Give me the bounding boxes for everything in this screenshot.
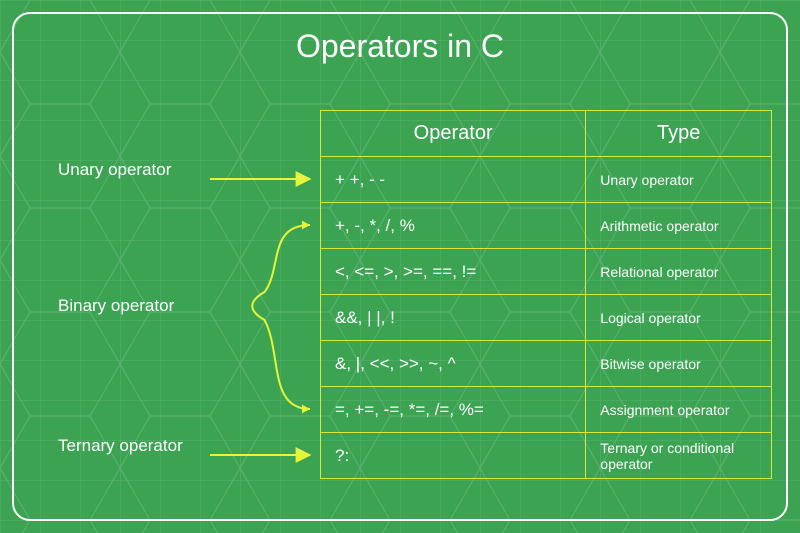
cell-type: Relational operator [586,249,772,295]
operators-table: Operator Type + +, - -Unary operator+, -… [320,110,772,479]
table-row: +, -, *, /, %Arithmetic operator [321,203,772,249]
page-title: Operators in C [0,28,800,65]
cell-type: Ternary or conditional operator [586,433,772,479]
cell-operator: &, |, <<, >>, ~, ^ [321,341,586,387]
header-operator: Operator [321,111,586,157]
cell-operator: &&, | |, ! [321,295,586,341]
cell-type: Arithmetic operator [586,203,772,249]
label-unary: Unary operator [58,160,171,180]
table-header-row: Operator Type [321,111,772,157]
cell-operator: + +, - - [321,157,586,203]
diagram-canvas: Operators in C Operator Type + +, - -Una… [0,0,800,533]
label-binary: Binary operator [58,296,174,316]
table-row: + +, - -Unary operator [321,157,772,203]
cell-operator: =, +=, -=, *=, /=, %= [321,387,586,433]
header-type: Type [586,111,772,157]
table-row: <, <=, >, >=, ==, !=Relational operator [321,249,772,295]
cell-operator: +, -, *, /, % [321,203,586,249]
table-row: =, +=, -=, *=, /=, %=Assignment operator [321,387,772,433]
cell-operator: ?: [321,433,586,479]
cell-type: Logical operator [586,295,772,341]
table-row: &&, | |, !Logical operator [321,295,772,341]
label-ternary: Ternary operator [58,436,183,456]
cell-operator: <, <=, >, >=, ==, != [321,249,586,295]
cell-type: Unary operator [586,157,772,203]
cell-type: Assignment operator [586,387,772,433]
table-row: &, |, <<, >>, ~, ^Bitwise operator [321,341,772,387]
table-row: ?:Ternary or conditional operator [321,433,772,479]
cell-type: Bitwise operator [586,341,772,387]
